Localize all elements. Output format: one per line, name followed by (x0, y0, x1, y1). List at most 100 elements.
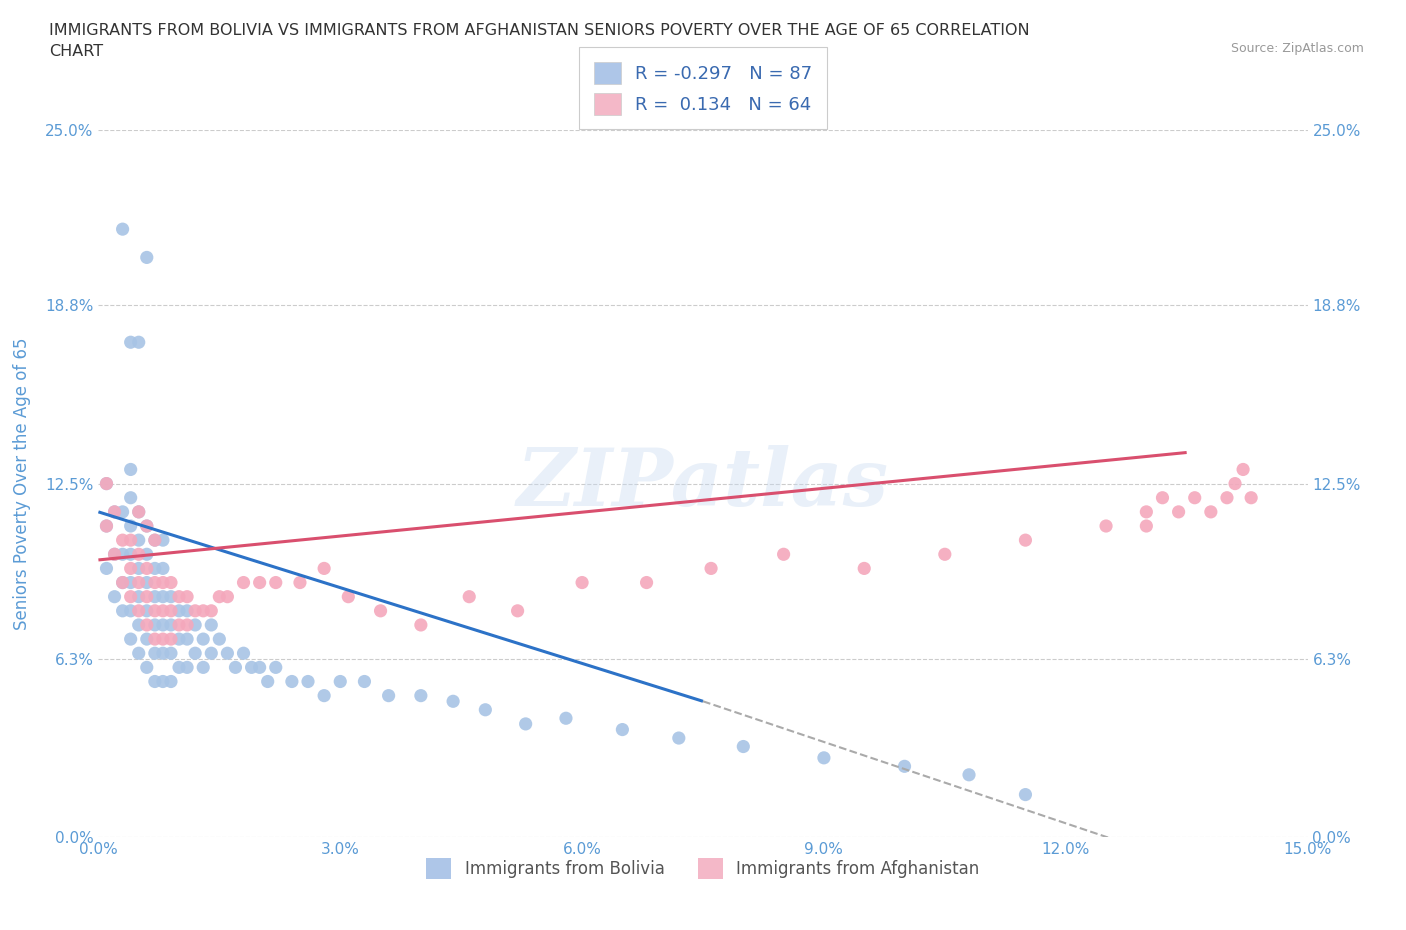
Point (184, 645, 207, 660)
Point (111, 504, 134, 519)
Point (1095, 519, 1118, 534)
Point (135, 618, 157, 632)
Point (329, 674, 352, 689)
Point (111, 533, 134, 548)
Point (120, 533, 142, 548)
Point (176, 631, 198, 646)
Point (160, 618, 183, 632)
Point (184, 618, 207, 632)
Point (96, 561, 118, 576)
Point (152, 590, 174, 604)
Point (120, 604, 142, 618)
Point (441, 694, 464, 709)
Point (377, 688, 399, 703)
Point (264, 575, 287, 590)
Point (111, 221, 134, 236)
Point (1135, 504, 1157, 519)
Point (152, 631, 174, 646)
Point (1216, 490, 1239, 505)
Point (143, 561, 166, 576)
Point (217, 590, 239, 604)
Point (249, 660, 271, 675)
Point (120, 519, 142, 534)
Point (128, 604, 150, 618)
Point (128, 504, 150, 519)
Point (249, 575, 271, 590)
Point (128, 618, 150, 632)
Point (957, 767, 980, 782)
Point (167, 590, 190, 604)
Point (111, 547, 134, 562)
Point (152, 645, 174, 660)
Point (232, 645, 254, 660)
Point (103, 504, 125, 519)
Point (128, 561, 150, 576)
Point (208, 590, 231, 604)
Point (160, 674, 183, 689)
Point (128, 575, 150, 590)
Text: IMMIGRANTS FROM BOLIVIA VS IMMIGRANTS FROM AFGHANISTAN SENIORS POVERTY OVER THE : IMMIGRANTS FROM BOLIVIA VS IMMIGRANTS FR… (49, 23, 1029, 60)
Point (1152, 490, 1174, 505)
Point (143, 575, 166, 590)
Point (240, 660, 263, 675)
Point (96, 476, 118, 491)
Point (167, 618, 190, 632)
Point (143, 604, 166, 618)
Point (128, 504, 150, 519)
Point (176, 618, 198, 632)
Point (128, 547, 150, 562)
Point (160, 645, 183, 660)
Legend: Immigrants from Bolivia, Immigrants from Afghanistan: Immigrants from Bolivia, Immigrants from… (420, 852, 986, 885)
Point (733, 739, 755, 754)
Point (1135, 519, 1157, 534)
Point (1014, 533, 1036, 548)
Point (143, 618, 166, 632)
Point (200, 645, 222, 660)
Point (135, 519, 157, 534)
Point (1232, 462, 1254, 477)
Point (934, 547, 956, 562)
Point (160, 590, 183, 604)
Point (409, 618, 432, 632)
Point (120, 462, 142, 477)
Point (96, 519, 118, 534)
Point (1240, 490, 1263, 505)
Point (135, 631, 157, 646)
Point (264, 660, 287, 675)
Point (135, 547, 157, 562)
Point (612, 722, 634, 737)
Point (167, 631, 190, 646)
Point (135, 561, 157, 576)
Point (160, 631, 183, 646)
Point (135, 519, 157, 534)
Point (314, 688, 336, 703)
Point (337, 590, 360, 604)
Point (193, 660, 215, 675)
Point (232, 575, 254, 590)
Point (120, 561, 142, 576)
Point (176, 660, 198, 675)
Point (1014, 787, 1036, 802)
Point (120, 631, 142, 646)
Point (288, 575, 311, 590)
Point (314, 561, 336, 576)
Point (111, 604, 134, 618)
Point (160, 604, 183, 618)
Point (193, 604, 215, 618)
Point (184, 604, 207, 618)
Point (458, 590, 481, 604)
Point (128, 590, 150, 604)
Point (103, 547, 125, 562)
Point (555, 711, 578, 725)
Point (636, 575, 658, 590)
Point (152, 674, 174, 689)
Point (143, 590, 166, 604)
Point (120, 575, 142, 590)
Point (135, 660, 157, 675)
Point (135, 590, 157, 604)
Point (176, 604, 198, 618)
Point (571, 575, 593, 590)
Text: ZIPatlas: ZIPatlas (517, 445, 889, 523)
Point (120, 490, 142, 505)
Point (152, 604, 174, 618)
